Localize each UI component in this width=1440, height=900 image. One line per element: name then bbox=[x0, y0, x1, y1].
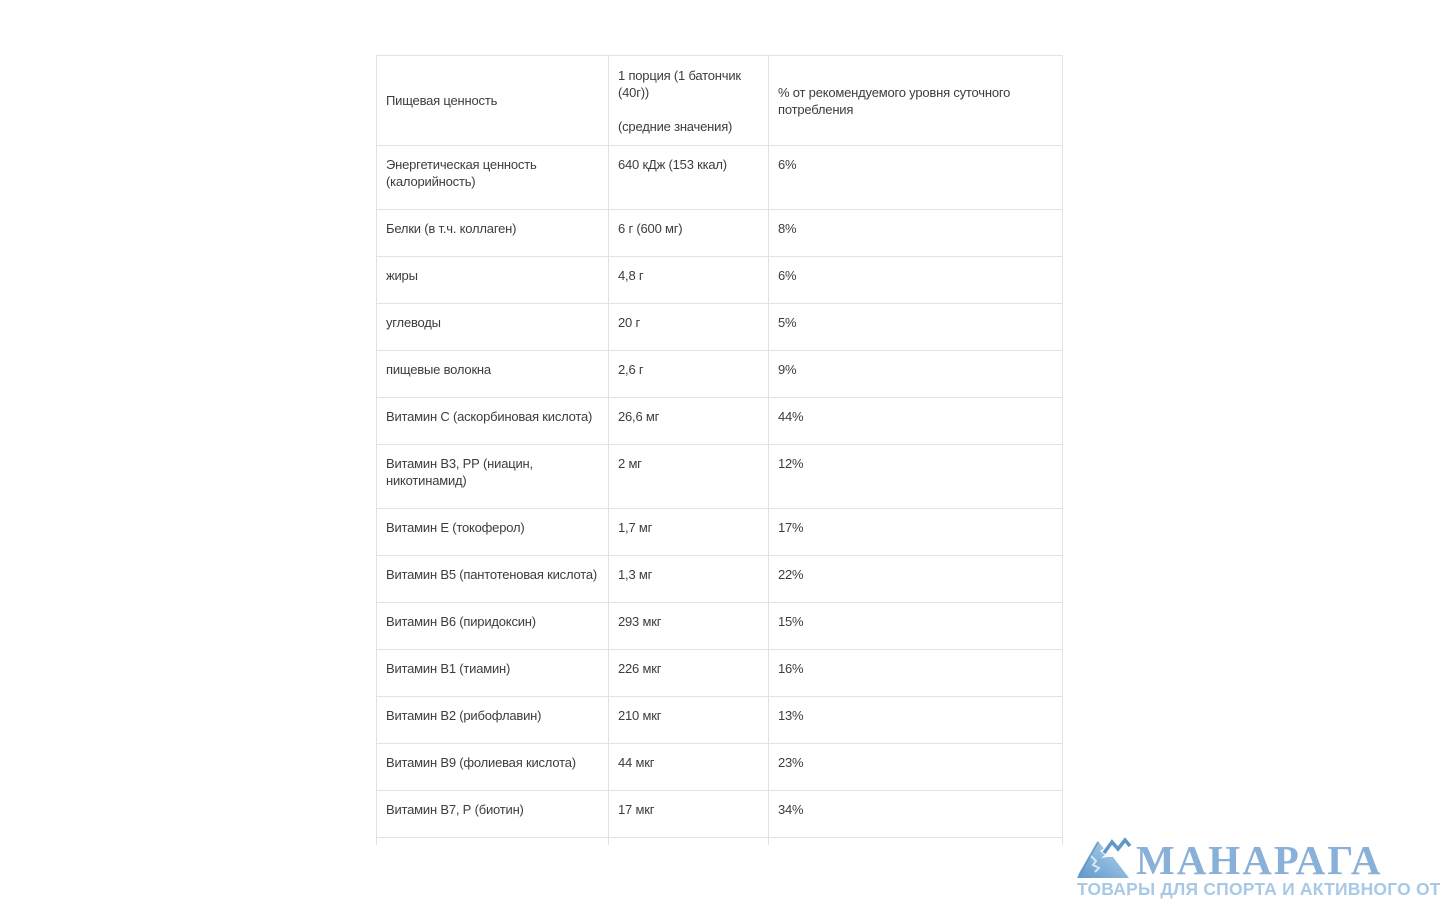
table-row: пищевые волокна 2,6 г 9% bbox=[376, 350, 1063, 398]
table-row: Витамин В6 (пиридоксин) 293 мкг 15% bbox=[376, 602, 1063, 650]
nutrient-amount: 44 мкг bbox=[608, 743, 769, 791]
nutrient-daily-percent: 5% bbox=[768, 303, 1063, 351]
table-row: Витамин В1 (тиамин) 226 мкг 16% bbox=[376, 649, 1063, 697]
nutrient-name: Витамин Е (токоферол) bbox=[376, 508, 609, 556]
table-row: Энергетическая ценность (калорийность) 6… bbox=[376, 145, 1063, 210]
nutrient-name: Витамин В3, РР (ниацин, никотинамид) bbox=[376, 444, 609, 509]
nutrient-daily-percent: 17% bbox=[768, 508, 1063, 556]
mountain-icon bbox=[1077, 837, 1132, 878]
nutrient-daily-percent: 22% bbox=[768, 555, 1063, 603]
manaraga-logo: МАНАРАГА ТОВАРЫ ДЛЯ СПОРТА И АКТИВНОГО О… bbox=[1077, 834, 1440, 899]
nutrient-name: пищевые волокна bbox=[376, 350, 609, 398]
nutrient-daily-percent: 8% bbox=[768, 209, 1063, 257]
brand-name: МАНАРАГА bbox=[1136, 837, 1383, 883]
nutrient-daily-percent: 34% bbox=[768, 790, 1063, 838]
nutrient-amount: 2 мг bbox=[608, 444, 769, 509]
nutrient-name: Витамин В2 (рибофлавин) bbox=[376, 696, 609, 744]
nutrient-name: жиры bbox=[376, 256, 609, 304]
nutrient-name: углеводы bbox=[376, 303, 609, 351]
nutrient-name: Витамин В1 (тиамин) bbox=[376, 649, 609, 697]
brand-tagline: ТОВАРЫ ДЛЯ СПОРТА И АКТИВНОГО ОТДЫХА bbox=[1077, 879, 1440, 899]
nutrient-amount: 210 мкг bbox=[608, 696, 769, 744]
nutrient-daily-percent: 16% bbox=[768, 649, 1063, 697]
nutrient-name: Витамин В6 (пиридоксин) bbox=[376, 602, 609, 650]
table-body: Энергетическая ценность (калорийность) 6… bbox=[376, 145, 1063, 845]
nutrient-amount: 293 мкг bbox=[608, 602, 769, 650]
table-row: жиры 4,8 г 6% bbox=[376, 256, 1063, 304]
table-row: Витамин В2 (рибофлавин) 210 мкг 13% bbox=[376, 696, 1063, 744]
table-row: углеводы 20 г 5% bbox=[376, 303, 1063, 351]
nutrition-table: Пищевая ценность 1 порция (1 батончик (4… bbox=[376, 55, 1063, 845]
nutrient-amount: 2,6 г bbox=[608, 350, 769, 398]
nutrient-amount: 4,8 г bbox=[608, 256, 769, 304]
nutrient-daily-percent: 12% bbox=[768, 444, 1063, 509]
nutrient-name: Белки (в т.ч. коллаген) bbox=[376, 209, 609, 257]
nutrient-daily-percent: 13% bbox=[768, 837, 1063, 845]
nutrient-daily-percent: 23% bbox=[768, 743, 1063, 791]
nutrient-daily-percent: 6% bbox=[768, 145, 1063, 210]
nutrient-amount: 226 мкг bbox=[608, 649, 769, 697]
header-portion-size: 1 порция (1 батончик (40г)) bbox=[618, 67, 741, 100]
header-nutrition-value: Пищевая ценность bbox=[376, 55, 609, 146]
table-header-row: Пищевая ценность 1 порция (1 батончик (4… bbox=[376, 55, 1063, 146]
nutrient-name: Витамин С (аскорбиновая кислота) bbox=[376, 397, 609, 445]
nutrient-amount: 1,7 мг bbox=[608, 508, 769, 556]
nutrient-name: Энергетическая ценность (калорийность) bbox=[376, 145, 609, 210]
nutrient-daily-percent: 44% bbox=[768, 397, 1063, 445]
nutrient-amount: 1,3 мг bbox=[608, 555, 769, 603]
nutrient-name: Витамин В5 (пантотеновая кислота) bbox=[376, 555, 609, 603]
nutrient-amount: 640 кДж (153 ккал) bbox=[608, 145, 769, 210]
table-row: Витамин В3, РР (ниацин, никотинамид) 2 м… bbox=[376, 444, 1063, 509]
nutrient-name: Витамин В12 (цианокобаламин) bbox=[376, 837, 609, 845]
table-row: Витамин С (аскорбиновая кислота) 26,6 мг… bbox=[376, 397, 1063, 445]
header-portion: 1 порция (1 батончик (40г)) (средние зна… bbox=[608, 55, 769, 146]
table-row: Витамин В12 (цианокобаламин) 0,13 мкг 13… bbox=[376, 837, 1063, 845]
table-row: Витамин В5 (пантотеновая кислота) 1,3 мг… bbox=[376, 555, 1063, 603]
nutrient-name: Витамин В9 (фолиевая кислота) bbox=[376, 743, 609, 791]
nutrient-daily-percent: 13% bbox=[768, 696, 1063, 744]
table-row: Витамин В7, Р (биотин) 17 мкг 34% bbox=[376, 790, 1063, 838]
nutrient-daily-percent: 9% bbox=[768, 350, 1063, 398]
header-average-values: (средние значения) bbox=[618, 118, 733, 134]
header-daily-percent: % от рекомендуемого уровня суточного пот… bbox=[768, 55, 1063, 146]
nutrient-daily-percent: 15% bbox=[768, 602, 1063, 650]
nutrient-daily-percent: 6% bbox=[768, 256, 1063, 304]
nutrition-table-container: Пищевая ценность 1 порция (1 батончик (4… bbox=[376, 55, 1063, 845]
nutrient-amount: 26,6 мг bbox=[608, 397, 769, 445]
table-row: Витамин В9 (фолиевая кислота) 44 мкг 23% bbox=[376, 743, 1063, 791]
nutrient-amount: 0,13 мкг bbox=[608, 837, 769, 845]
nutrient-amount: 6 г (600 мг) bbox=[608, 209, 769, 257]
nutrient-amount: 17 мкг bbox=[608, 790, 769, 838]
nutrient-name: Витамин В7, Р (биотин) bbox=[376, 790, 609, 838]
nutrient-amount: 20 г bbox=[608, 303, 769, 351]
logo-top-row: МАНАРАГА bbox=[1077, 834, 1437, 883]
table-row: Витамин Е (токоферол) 1,7 мг 17% bbox=[376, 508, 1063, 556]
table-row: Белки (в т.ч. коллаген) 6 г (600 мг) 8% bbox=[376, 209, 1063, 257]
